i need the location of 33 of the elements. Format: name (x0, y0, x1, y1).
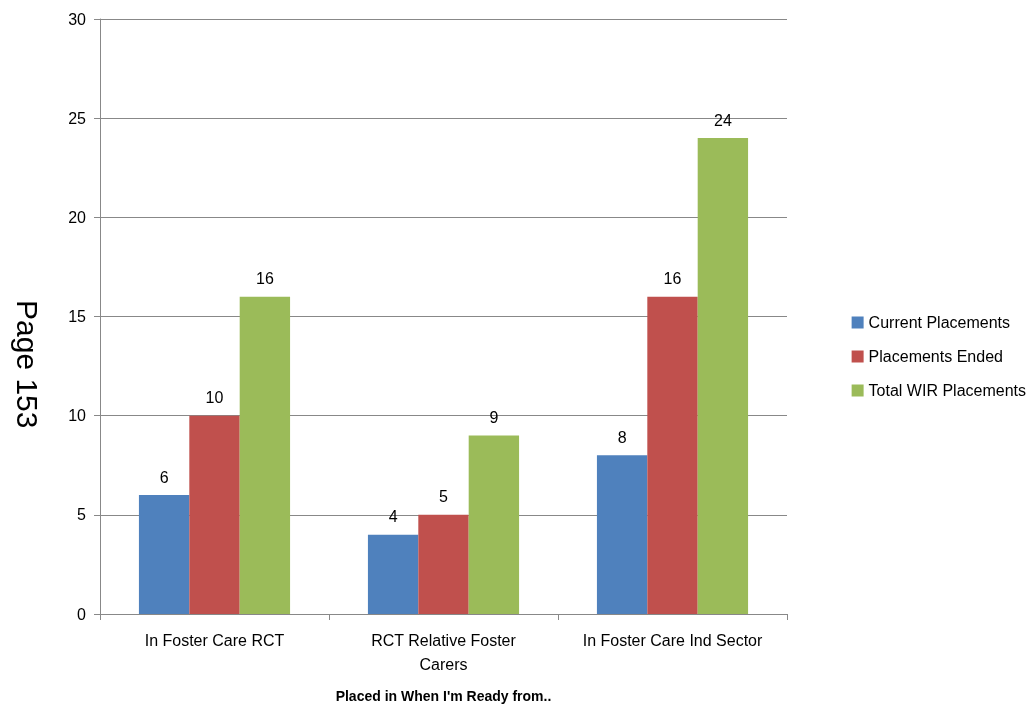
x-axis-title: Placed in When I'm Ready from.. (335, 688, 552, 704)
y-tick-label: 30 (68, 10, 87, 28)
bar (647, 296, 698, 614)
bar (418, 514, 469, 614)
y-tick-label: 15 (68, 308, 87, 325)
y-tick-label: 5 (77, 506, 87, 524)
data-label: 24 (713, 111, 732, 129)
x-tick-label: In Foster Care RCT (144, 631, 285, 649)
bar (468, 435, 520, 614)
legend-label: Current Placements (868, 314, 1011, 331)
y-tick-label: 20 (68, 208, 87, 226)
data-label: 8 (617, 428, 627, 446)
legend-label: Total WIR Placements (868, 382, 1027, 399)
text: Page 153 (10, 300, 44, 429)
data-label: 9 (489, 409, 499, 426)
data-label: 5 (439, 488, 449, 506)
bar (239, 296, 291, 614)
data-label: 16 (255, 270, 274, 288)
bar (697, 138, 749, 614)
bar (367, 534, 419, 614)
y-tick-label: 25 (68, 109, 87, 127)
bar (138, 495, 190, 614)
x-tick-label: RCT Relative Foster Carers (371, 631, 517, 673)
data-label: 6 (159, 468, 169, 486)
y-tick-label: 0 (77, 605, 87, 623)
x-tick-label: In Foster Care Ind Sector (582, 631, 763, 649)
data-label: 16 (663, 270, 682, 288)
data-label: 10 (205, 389, 224, 407)
data-label: 4 (388, 508, 398, 526)
y-tick-label: 10 (68, 407, 87, 425)
bar (596, 455, 648, 614)
bar (189, 415, 240, 614)
legend-label: Placements Ended (868, 348, 1003, 365)
